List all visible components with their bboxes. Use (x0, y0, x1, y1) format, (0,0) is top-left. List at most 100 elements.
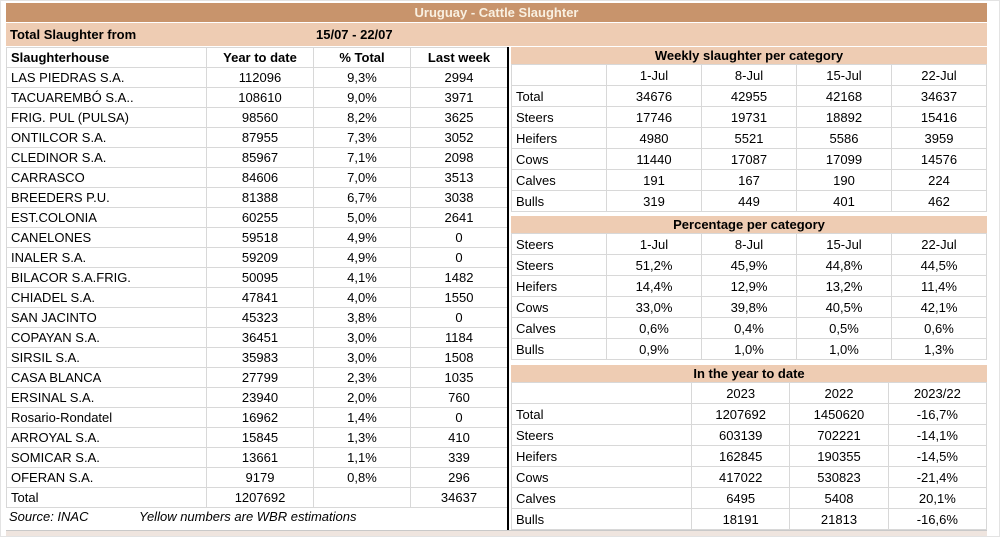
slaughterhouse-name: CANELONES (6, 227, 207, 248)
category-label: Bulls (511, 338, 607, 360)
category-label: Steers (511, 254, 607, 276)
year-to-date-value: 59518 (206, 227, 314, 248)
table-row: Cows 417022 530823 -21,4% (511, 466, 988, 488)
table-row: FRIG. PUL (PULSA) 98560 8,2% 3625 (6, 107, 508, 128)
slaughterhouse-name: CHIADEL S.A. (6, 287, 207, 308)
yoy-change: -21,4% (887, 466, 988, 488)
col-header-8-jul: 8-Jul (701, 233, 797, 255)
weekly-table: 1-Jul 8-Jul 15-Jul 22-Jul Total 34676 42… (511, 64, 987, 212)
value-2023: 18191 (690, 508, 791, 530)
slaughterhouse-name: BILACOR S.A.FRIG. (6, 267, 207, 288)
table-row: INALER S.A. 59209 4,9% 0 (6, 247, 508, 268)
week4-value: 3959 (891, 127, 987, 149)
col-header-slaughterhouse: Slaughterhouse (6, 47, 207, 68)
yoy-change: -14,1% (887, 424, 988, 446)
last-week-value: 3038 (410, 187, 508, 208)
col-header-1-jul: 1-Jul (606, 233, 702, 255)
week3-pct: 13,2% (796, 275, 892, 297)
last-week-value: 3625 (410, 107, 508, 128)
weekly-empty-header (511, 64, 607, 86)
year-to-date-value: 108610 (206, 87, 314, 108)
yoy-change: -14,5% (887, 445, 988, 467)
year-to-date-value: 13661 (206, 447, 314, 468)
pct-total-value: 3,0% (313, 327, 411, 348)
year-to-date-value: 23940 (206, 387, 314, 408)
pct-total-value: 7,3% (313, 127, 411, 148)
category-label: Calves (511, 169, 607, 191)
table-row: CASA BLANCA 27799 2,3% 1035 (6, 367, 508, 388)
table-row: SOMICAR S.A. 13661 1,1% 339 (6, 447, 508, 468)
yoy-change: -16,6% (887, 508, 988, 530)
category-label: Calves (511, 487, 692, 509)
table-row: Steers 17746 19731 18892 15416 (511, 106, 987, 128)
last-week-value: 1550 (410, 287, 508, 308)
table-row: TACUAREMBÓ S.A.. 108610 9,0% 3971 (6, 87, 508, 108)
percentage-section-title: Percentage per category (511, 216, 987, 233)
table-row: ONTILCOR S.A. 87955 7,3% 3052 (6, 127, 508, 148)
year-to-date-value: 45323 (206, 307, 314, 328)
col-header-8-jul: 8-Jul (701, 64, 797, 86)
last-week-value: 296 (410, 467, 508, 488)
col-header-2023: 2023 (690, 382, 791, 404)
category-panel: Weekly slaughter per category 1-Jul 8-Ju… (507, 47, 988, 530)
page-title: Uruguay - Cattle Slaughter (6, 3, 987, 22)
week4-value: 224 (891, 169, 987, 191)
week2-value: 449 (701, 190, 797, 212)
week2-value: 167 (701, 169, 797, 191)
slaughterhouse-name: ERSINAL S.A. (6, 387, 207, 408)
last-week-value: 0 (410, 247, 508, 268)
pct-total-value: 3,8% (313, 307, 411, 328)
percentage-header-label: Steers (511, 233, 607, 255)
value-2022: 5408 (789, 487, 889, 509)
pct-total-value: 9,0% (313, 87, 411, 108)
last-week-value: 1482 (410, 267, 508, 288)
slaughterhouse-name: Rosario-Rondatel (6, 407, 207, 428)
week1-pct: 14,4% (606, 275, 702, 297)
year-to-date-value: 9179 (206, 467, 314, 488)
year-to-date-value: 81388 (206, 187, 314, 208)
week3-value: 5586 (796, 127, 892, 149)
percentage-table: Steers 1-Jul 8-Jul 15-Jul 22-Jul Steers … (511, 233, 987, 360)
pct-total-value: 3,0% (313, 347, 411, 368)
last-week-value: 1508 (410, 347, 508, 368)
week2-pct: 0,4% (701, 317, 797, 339)
category-label: Heifers (511, 127, 607, 149)
table-row: Steers 603139 702221 -14,1% (511, 424, 988, 446)
year-to-date-value: 59209 (206, 247, 314, 268)
week1-value: 319 (606, 190, 702, 212)
week2-value: 42955 (701, 85, 797, 107)
source-label: Source: INAC (9, 509, 89, 524)
table-row: CLEDINOR S.A. 85967 7,1% 2098 (6, 147, 508, 168)
last-week-value: 760 (410, 387, 508, 408)
week4-pct: 11,4% (891, 275, 987, 297)
week4-pct: 1,3% (891, 338, 987, 360)
table-row: Calves 191 167 190 224 (511, 169, 987, 191)
week1-pct: 33,0% (606, 296, 702, 318)
slaughterhouse-name: ARROYAL S.A. (6, 427, 207, 448)
table-row: Cows 11440 17087 17099 14576 (511, 148, 987, 170)
value-2022: 530823 (789, 466, 889, 488)
pct-total-value: 4,9% (313, 247, 411, 268)
last-week-value: 3052 (410, 127, 508, 148)
week2-pct: 39,8% (701, 296, 797, 318)
week2-pct: 12,9% (701, 275, 797, 297)
week2-pct: 45,9% (701, 254, 797, 276)
week3-value: 17099 (796, 148, 892, 170)
value-2023: 6495 (690, 487, 791, 509)
value-2022: 702221 (789, 424, 889, 446)
value-2022: 1450620 (789, 403, 889, 425)
last-week-value: 0 (410, 407, 508, 428)
total-label: Total (6, 487, 207, 508)
last-week-value: 2098 (410, 147, 508, 168)
pct-total-value: 4,0% (313, 287, 411, 308)
week2-value: 17087 (701, 148, 797, 170)
week1-value: 11440 (606, 148, 702, 170)
week1-value: 17746 (606, 106, 702, 128)
value-2022: 190355 (789, 445, 889, 467)
category-label: Heifers (511, 275, 607, 297)
pct-total-value: 7,1% (313, 147, 411, 168)
week4-value: 15416 (891, 106, 987, 128)
week3-value: 42168 (796, 85, 892, 107)
subheader-bar: Total Slaughter from 15/07 - 22/07 (6, 23, 987, 46)
